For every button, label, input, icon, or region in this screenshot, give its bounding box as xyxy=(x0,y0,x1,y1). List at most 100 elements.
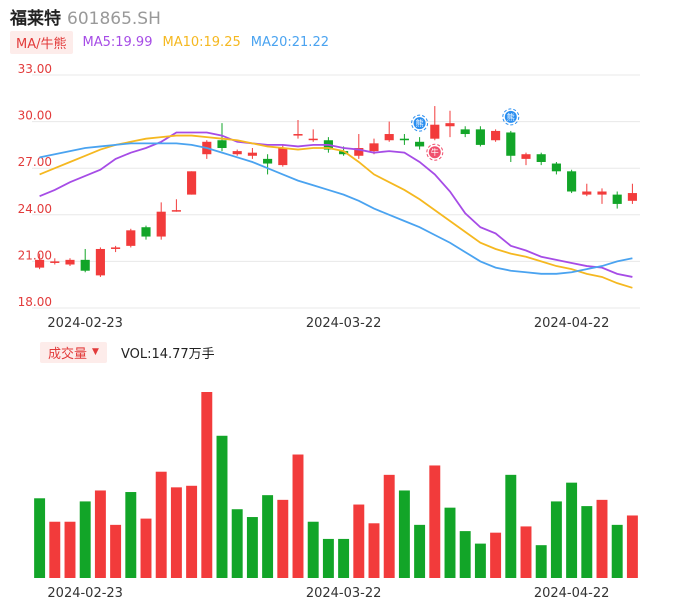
volume-bar xyxy=(322,538,334,578)
price-date-label: 2024-04-22 xyxy=(534,316,610,331)
candle-body xyxy=(354,148,364,156)
candle-body xyxy=(80,259,90,271)
candle-body xyxy=(65,259,75,265)
candle-body xyxy=(232,151,242,155)
volume-bar xyxy=(505,474,517,578)
volume-bar xyxy=(110,524,122,578)
volume-bar xyxy=(626,515,638,578)
volume-bar xyxy=(474,543,486,578)
candle-body xyxy=(339,151,349,155)
volume-bar xyxy=(94,490,106,578)
bull-marker-label: 牛 xyxy=(431,147,439,157)
bear-marker-ring xyxy=(411,114,429,132)
candle-body xyxy=(399,138,409,141)
bear-marker-label: 熊 xyxy=(416,118,424,128)
candle-body xyxy=(475,129,485,145)
candle-body xyxy=(384,134,394,141)
volume-bar xyxy=(186,485,198,578)
candle-body xyxy=(506,132,516,156)
candle-body xyxy=(247,152,257,156)
volume-bar xyxy=(444,507,456,578)
candle-body xyxy=(187,171,197,195)
volume-bar xyxy=(368,523,380,578)
volume-bar xyxy=(429,465,441,578)
candle-body xyxy=(156,211,166,237)
bull-marker-ring xyxy=(426,143,444,161)
price-tick-label: 27.00 xyxy=(18,155,52,169)
candle-body xyxy=(369,143,379,152)
ma5-legend: MA5:19.99 xyxy=(82,34,153,50)
candle-body xyxy=(460,129,470,135)
candle-body xyxy=(521,154,531,159)
volume-bar xyxy=(277,499,289,578)
volume-indicator-selector[interactable]: 成交量 ▼ xyxy=(40,341,107,363)
volume-bar xyxy=(459,531,471,578)
volume-bar xyxy=(550,501,562,578)
bull-marker xyxy=(428,146,441,159)
candle-body xyxy=(445,123,455,127)
candle-body xyxy=(171,210,181,212)
price-tick-label: 33.00 xyxy=(18,62,52,76)
volume-bar xyxy=(216,435,228,578)
volume-bar xyxy=(338,538,350,578)
volume-bar xyxy=(170,487,182,578)
volume-bar xyxy=(231,509,243,578)
candle-body xyxy=(278,148,288,166)
candle-body xyxy=(111,247,121,249)
ma20-legend: MA20:21.22 xyxy=(250,34,329,50)
volume-bar xyxy=(307,521,319,578)
candle-body xyxy=(567,171,577,192)
volume-date-label: 2024-04-22 xyxy=(534,586,610,601)
candle-body xyxy=(597,191,607,195)
volume-value: VOL:14.77万手 xyxy=(120,346,215,362)
volume-date-label: 2024-02-23 xyxy=(47,586,123,601)
volume-bar xyxy=(201,392,213,578)
price-date-label: 2024-02-23 xyxy=(47,316,123,331)
volume-tag-label: 成交量 xyxy=(48,346,88,362)
volume-bar xyxy=(155,471,167,578)
volume-bar xyxy=(140,518,152,578)
volume-date-label: 2024-03-22 xyxy=(306,586,382,601)
volume-bar xyxy=(125,492,137,578)
candle-body xyxy=(536,154,546,162)
candle-body xyxy=(415,141,425,147)
volume-bar xyxy=(490,532,502,578)
candle-body xyxy=(627,193,637,201)
stock-name: 福莱特 xyxy=(10,9,61,29)
candle-body xyxy=(126,230,136,246)
volume-bar xyxy=(246,517,258,578)
ma10-line xyxy=(39,134,633,289)
volume-bar xyxy=(520,526,532,578)
volume-bar xyxy=(596,499,608,578)
price-tick-label: 21.00 xyxy=(18,248,52,262)
stock-code: 601865.SH xyxy=(67,9,161,29)
candle-body xyxy=(491,130,501,141)
price-tick-label: 30.00 xyxy=(18,109,52,123)
volume-bar xyxy=(292,454,304,578)
price-tick-label: 18.00 xyxy=(18,295,52,309)
ma-indicator-selector[interactable]: MA/牛熊 xyxy=(10,30,73,54)
stock-header: 福莱特 601865.SH xyxy=(10,4,161,29)
candle-body xyxy=(430,124,440,139)
volume-bar xyxy=(398,490,410,578)
caret-down-icon: ▼ xyxy=(92,347,99,357)
bear-marker xyxy=(413,117,426,130)
volume-bar xyxy=(414,524,426,578)
ma-legend: MA/牛熊 MA5:19.99 MA10:19.25 MA20:21.22 xyxy=(10,30,329,54)
volume-bar xyxy=(34,498,46,578)
ma20-line xyxy=(39,142,633,275)
candle-body xyxy=(612,194,622,204)
volume-bar xyxy=(262,495,274,578)
volume-bar xyxy=(383,474,395,578)
candle-body xyxy=(217,140,227,149)
candle-body xyxy=(95,248,105,276)
volume-bar xyxy=(535,545,547,578)
volume-bar xyxy=(64,521,76,578)
volume-bar xyxy=(49,521,61,578)
volume-legend: 成交量 ▼ VOL:14.77万手 xyxy=(40,341,215,363)
candle-body xyxy=(308,138,318,141)
volume-bar xyxy=(79,501,91,578)
candle-body xyxy=(50,261,60,263)
bear-marker-label: 熊 xyxy=(507,112,515,122)
